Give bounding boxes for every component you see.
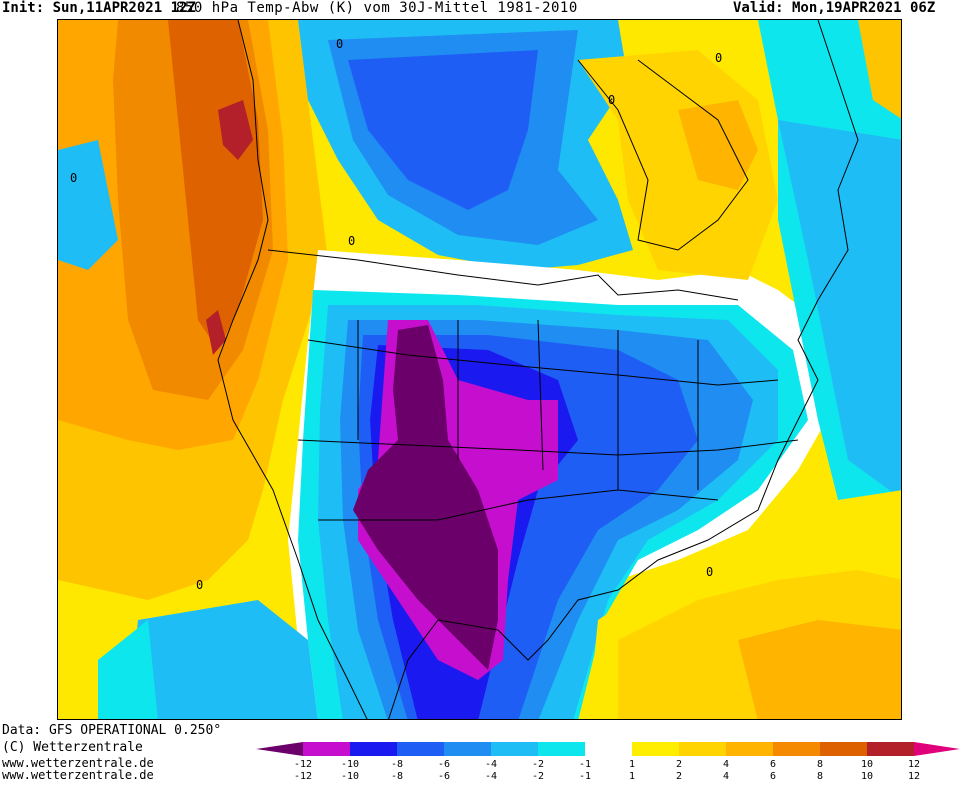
init-time: Init: Sun,11APR2021 12Z — [2, 0, 196, 16]
legend-label-top: -12 — [294, 759, 312, 770]
anomaly-field-plus4-gulf — [738, 620, 901, 719]
temperature-anomaly-map: 0 0 0 0 0 0 0 — [57, 19, 902, 720]
copyright: (C) Wetterzentrale — [2, 740, 143, 755]
legend-label-top: 1 — [629, 759, 635, 770]
legend-label-bottom: -6 — [438, 771, 450, 782]
legend-swatch-minus6 — [397, 742, 444, 756]
legend-label-bottom: -2 — [532, 771, 544, 782]
legend-label-bottom: 10 — [861, 771, 873, 782]
legend-swatch-plus1 — [632, 742, 679, 756]
website-url[interactable]: www.wetterzentrale.de — [2, 756, 154, 770]
legend-label-bottom: 2 — [676, 771, 682, 782]
legend-swatch-minus1 — [538, 742, 585, 756]
legend-swatch-plus2 — [679, 742, 726, 756]
legend-label-top: -8 — [391, 759, 403, 770]
legend-label-bottom: 8 — [817, 771, 823, 782]
legend-label-top: -1 — [579, 759, 591, 770]
color-legend: -12 -10 -8 -6 -4 -2 -1 1 2 4 6 8 10 12 -… — [256, 741, 960, 788]
legend-bar: -12 -10 -8 -6 -4 -2 -1 1 2 4 6 8 10 12 -… — [256, 742, 960, 782]
legend-label-top: -6 — [438, 759, 450, 770]
anomaly-field-plus2-ne — [858, 20, 901, 119]
anomaly-field-minus1-pacific — [98, 620, 158, 719]
legend-swatch-minus12 — [256, 742, 303, 756]
map-title: 850 hPa Temp-Abw (K) vom 30J-Mittel 1981… — [176, 0, 578, 16]
website-url-2[interactable]: www.wetterzentrale.de — [2, 768, 154, 782]
legend-swatch-plus8 — [820, 742, 867, 756]
anomaly-field-minus2-alaska — [58, 140, 118, 270]
anomaly-field-plus10-west-2 — [206, 310, 226, 355]
contour-label: 0 — [336, 37, 343, 51]
legend-label-top: 10 — [861, 759, 873, 770]
anomaly-field-minus6-canada — [348, 50, 538, 210]
legend-swatch-minus10 — [303, 742, 350, 756]
legend-label-top: -4 — [485, 759, 497, 770]
legend-swatch-minus2 — [491, 742, 538, 756]
legend-swatch-plus6 — [773, 742, 820, 756]
legend-label-bottom: -1 — [579, 771, 591, 782]
legend-label-bottom: -8 — [391, 771, 403, 782]
legend-label-bottom: -10 — [341, 771, 359, 782]
legend-swatch-minus8 — [350, 742, 397, 756]
legend-label-bottom: -12 — [294, 771, 312, 782]
legend-label-top: 4 — [723, 759, 729, 770]
legend-swatch-plus12 — [914, 742, 960, 756]
legend-swatch-zero — [585, 742, 632, 756]
legend-label-bottom: 12 — [908, 771, 920, 782]
anomaly-field-plus10-west — [218, 100, 253, 160]
legend-label-top: 8 — [817, 759, 823, 770]
coastlines — [217, 20, 859, 719]
contour-label: 0 — [608, 93, 615, 107]
contour-label: 0 — [715, 51, 722, 65]
contour-label: 0 — [70, 171, 77, 185]
legend-swatch-minus4 — [444, 742, 491, 756]
map-canvas: 0 0 0 0 0 0 0 — [58, 20, 901, 719]
anomaly-field-minus2-ne — [778, 120, 901, 499]
legend-label-top: -2 — [532, 759, 544, 770]
legend-swatch-plus4 — [726, 742, 773, 756]
legend-swatch-plus10 — [867, 742, 914, 756]
legend-label-top: 2 — [676, 759, 682, 770]
legend-label-bottom: 1 — [629, 771, 635, 782]
anomaly-field-plus4-east — [678, 100, 758, 190]
valid-time: Valid: Mon,19APR2021 06Z — [733, 0, 936, 16]
legend-label-bottom: -4 — [485, 771, 497, 782]
legend-label-bottom: 4 — [723, 771, 729, 782]
contour-label: 0 — [348, 234, 355, 248]
legend-label-top: 12 — [908, 759, 920, 770]
contour-label: 0 — [196, 578, 203, 592]
contour-label: 0 — [706, 565, 713, 579]
data-source: Data: GFS OPERATIONAL 0.250° — [2, 723, 222, 738]
legend-label-top: -10 — [341, 759, 359, 770]
legend-label-bottom: 6 — [770, 771, 776, 782]
anomaly-field-minus2-pacific — [128, 600, 318, 719]
anomaly-field-minus12-us — [353, 325, 498, 670]
legend-label-top: 6 — [770, 759, 776, 770]
